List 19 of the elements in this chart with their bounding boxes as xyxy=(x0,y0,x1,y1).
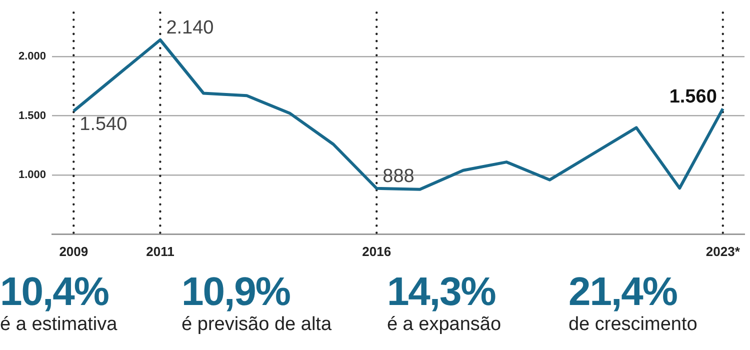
data-label: 1.560 xyxy=(669,86,717,108)
data-label: 2.140 xyxy=(166,18,214,39)
data-label: 1.540 xyxy=(80,114,128,135)
data-label: 888 xyxy=(382,166,414,188)
y-tick-label: 1.000 xyxy=(18,169,46,182)
text: 21,4% xyxy=(568,270,678,314)
text: é a expansão xyxy=(386,314,502,336)
x-tick-label: 2023* xyxy=(706,244,741,259)
text: 10,4% xyxy=(0,270,110,314)
y-tick-label: 1.500 xyxy=(18,110,46,122)
text: 14,3% xyxy=(386,270,496,314)
x-tick-label: 2011 xyxy=(146,244,174,259)
text: 10,9% xyxy=(182,270,291,314)
text: é previsão de alta xyxy=(182,314,333,336)
y-tick-label: 2.000 xyxy=(18,50,46,63)
x-tick-label: 2009 xyxy=(59,244,88,259)
text: de crescimento xyxy=(568,314,698,336)
text: é a estimativa xyxy=(0,314,118,336)
x-tick-label: 2016 xyxy=(362,244,392,259)
